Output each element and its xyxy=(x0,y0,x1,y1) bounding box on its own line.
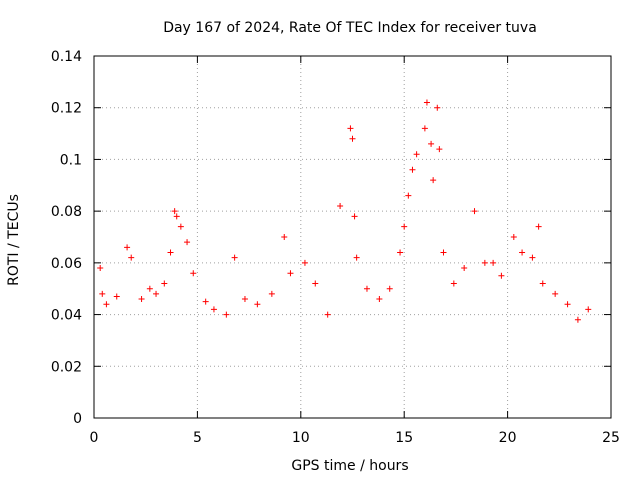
data-points xyxy=(97,99,592,323)
data-point xyxy=(351,213,358,220)
data-point xyxy=(585,306,592,313)
data-point xyxy=(450,280,457,287)
data-point xyxy=(430,177,437,184)
data-point xyxy=(349,135,356,142)
chart-title: Day 167 of 2024, Rate Of TEC Index for r… xyxy=(163,20,537,36)
x-tick-label: 0 xyxy=(90,430,99,446)
x-tick-label: 10 xyxy=(292,430,310,446)
y-tick-label: 0.08 xyxy=(51,204,82,220)
data-point xyxy=(231,254,238,261)
data-point xyxy=(423,99,430,106)
data-point xyxy=(574,316,581,323)
data-point xyxy=(481,259,488,266)
grid-lines xyxy=(94,56,611,418)
data-point xyxy=(552,290,559,297)
data-point xyxy=(405,192,412,199)
data-point xyxy=(99,290,106,297)
data-point xyxy=(401,223,408,230)
data-point xyxy=(490,259,497,266)
data-point xyxy=(376,296,383,303)
data-point xyxy=(173,213,180,220)
x-tick-label: 20 xyxy=(499,430,517,446)
data-point xyxy=(124,244,131,251)
x-tick-label: 5 xyxy=(193,430,202,446)
x-tick-label: 25 xyxy=(602,430,620,446)
data-point xyxy=(202,298,209,305)
data-point xyxy=(301,259,308,266)
data-point xyxy=(409,166,416,173)
y-tick-label: 0 xyxy=(73,411,82,427)
data-point xyxy=(268,290,275,297)
data-point xyxy=(223,311,230,318)
data-point xyxy=(353,254,360,261)
y-tick-label: 0.14 xyxy=(51,49,82,65)
data-point xyxy=(184,239,191,246)
data-point xyxy=(436,146,443,153)
data-point xyxy=(535,223,542,230)
plot-frame xyxy=(93,55,612,419)
y-tick-label: 0.02 xyxy=(51,359,82,375)
data-point xyxy=(347,125,354,132)
data-point xyxy=(161,280,168,287)
data-point xyxy=(434,104,441,111)
data-point xyxy=(138,296,145,303)
y-tick-label: 0.12 xyxy=(51,101,82,117)
y-axis-label: ROTI / TECUs xyxy=(6,194,22,286)
data-point xyxy=(177,223,184,230)
y-tick-label: 0.1 xyxy=(60,152,82,168)
data-point xyxy=(498,272,505,279)
data-point xyxy=(241,296,248,303)
data-point xyxy=(312,280,319,287)
data-point xyxy=(167,249,174,256)
data-point xyxy=(461,265,468,272)
data-point xyxy=(539,280,546,287)
data-point xyxy=(564,301,571,308)
data-point xyxy=(171,208,178,215)
x-axis-label: GPS time / hours xyxy=(291,458,408,474)
data-point xyxy=(254,301,261,308)
data-point xyxy=(153,290,160,297)
y-tick-label: 0.06 xyxy=(51,256,82,272)
x-tick-label: 15 xyxy=(395,430,413,446)
y-tick-labels: 0 0.02 0.04 0.06 0.08 0.1 0.12 0.14 xyxy=(51,49,82,427)
data-point xyxy=(363,285,370,292)
data-point xyxy=(510,234,517,240)
x-tick-labels: 0 5 10 15 20 25 xyxy=(90,430,620,446)
data-point xyxy=(324,311,331,318)
data-point xyxy=(421,125,428,132)
data-point xyxy=(190,270,197,277)
data-point xyxy=(529,254,536,261)
data-point xyxy=(97,265,104,272)
data-point xyxy=(428,140,435,147)
data-point xyxy=(337,202,344,209)
data-point xyxy=(146,285,153,292)
data-point xyxy=(440,249,447,256)
data-point xyxy=(386,285,393,292)
data-point xyxy=(113,293,120,300)
data-point xyxy=(287,270,294,277)
data-point xyxy=(413,151,420,158)
axis-ticks xyxy=(93,55,612,419)
data-point xyxy=(103,301,110,308)
data-point xyxy=(281,234,288,240)
data-point xyxy=(397,249,404,256)
data-point xyxy=(471,208,478,215)
data-point xyxy=(519,249,526,256)
y-tick-label: 0.04 xyxy=(51,308,82,324)
data-point xyxy=(128,254,135,261)
data-point xyxy=(210,306,217,313)
